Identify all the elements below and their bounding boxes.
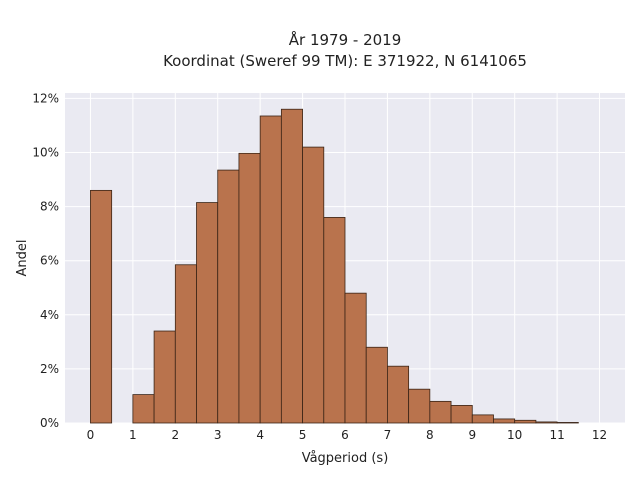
x-tick-label: 11 bbox=[549, 428, 564, 442]
x-tick-label: 3 bbox=[214, 428, 222, 442]
x-tick-label: 12 bbox=[592, 428, 607, 442]
histogram-bar bbox=[471, 414, 494, 424]
x-tick-label: 5 bbox=[299, 428, 307, 442]
y-tick-label: 2% bbox=[40, 362, 59, 376]
histogram-bar bbox=[238, 152, 261, 424]
histogram-bar bbox=[174, 264, 197, 424]
histogram-bar bbox=[259, 115, 282, 424]
y-tick-label: 10% bbox=[32, 146, 59, 160]
x-axis-label: Vågperiod (s) bbox=[302, 451, 389, 466]
histogram-bar bbox=[153, 330, 176, 424]
histogram-bar bbox=[429, 400, 452, 424]
y-axis-label: Andel bbox=[15, 240, 30, 277]
histogram-bar bbox=[387, 365, 410, 424]
x-tick-label: 1 bbox=[129, 428, 137, 442]
x-tick-labels: 0 1 2 3 4 5 6 7 8 9 10 11 12 bbox=[87, 428, 608, 442]
histogram-bar bbox=[493, 418, 516, 424]
x-tick-label: 8 bbox=[426, 428, 434, 442]
chart-title-line-1: År 1979 - 2019 bbox=[289, 30, 402, 49]
histogram-bar bbox=[535, 421, 558, 424]
x-tick-label: 2 bbox=[171, 428, 179, 442]
y-tick-label: 4% bbox=[40, 308, 59, 322]
y-tick-labels: 0% 2% 4% 6% 8% 10% 12% bbox=[32, 91, 59, 430]
histogram-bar bbox=[302, 146, 325, 424]
chart-title-line-2: Koordinat (Sweref 99 TM): E 371922, N 61… bbox=[163, 52, 527, 70]
y-tick-label: 12% bbox=[32, 91, 59, 105]
histogram-bar bbox=[408, 388, 431, 424]
histogram-bar bbox=[217, 169, 240, 424]
histogram-bar bbox=[323, 217, 346, 424]
x-tick-label: 10 bbox=[507, 428, 522, 442]
histogram-bar bbox=[556, 422, 579, 424]
x-tick-label: 9 bbox=[468, 428, 476, 442]
x-tick-label: 6 bbox=[341, 428, 349, 442]
x-tick-label: 4 bbox=[256, 428, 264, 442]
histogram-bar bbox=[90, 189, 113, 424]
histogram-bar bbox=[132, 394, 155, 424]
y-tick-label: 0% bbox=[40, 416, 59, 430]
histogram-bar bbox=[280, 108, 303, 424]
x-tick-label: 0 bbox=[87, 428, 95, 442]
histogram-bar bbox=[514, 419, 537, 424]
histogram-bar bbox=[450, 405, 473, 424]
histogram-bar bbox=[196, 202, 219, 424]
bars bbox=[90, 108, 579, 424]
y-tick-label: 6% bbox=[40, 254, 59, 268]
histogram-bar bbox=[365, 346, 388, 424]
y-tick-label: 8% bbox=[40, 200, 59, 214]
histogram-bar bbox=[344, 292, 367, 424]
x-tick-label: 7 bbox=[384, 428, 392, 442]
